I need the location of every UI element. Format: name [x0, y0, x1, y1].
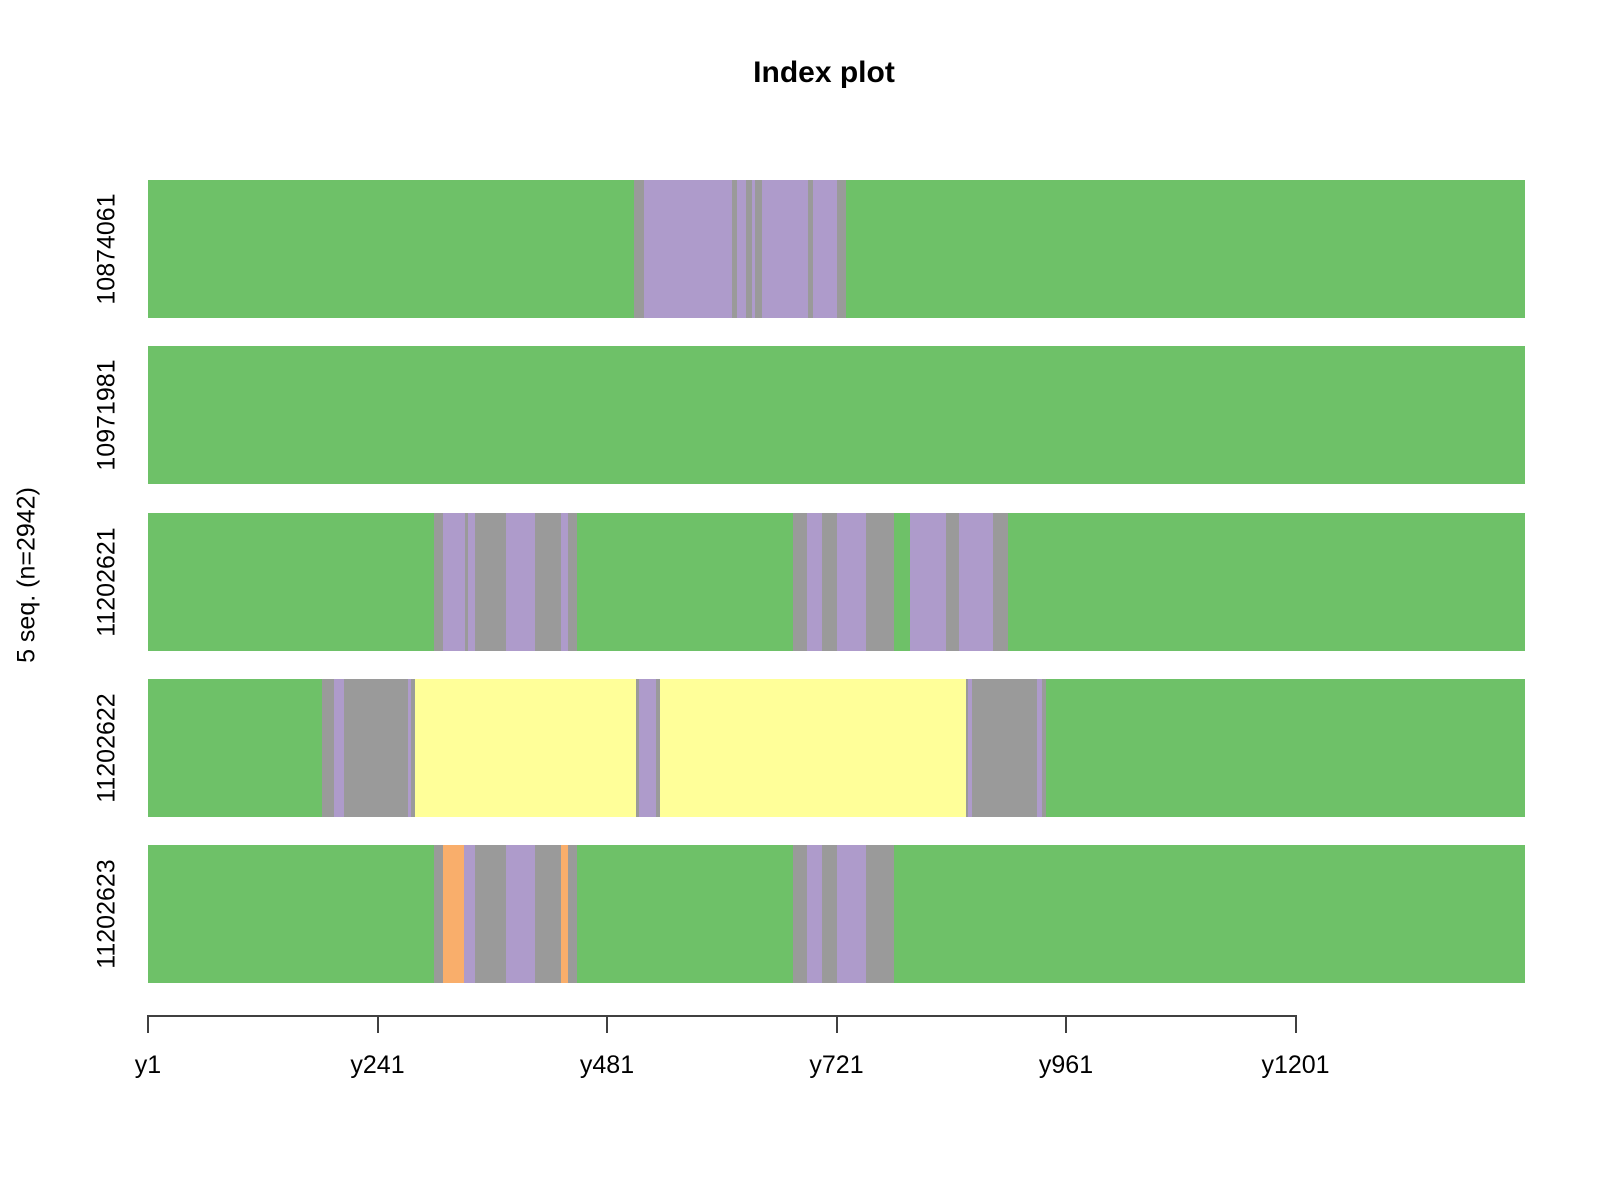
segment-purple [968, 679, 973, 817]
segment-gray [535, 513, 562, 651]
segment-gray [344, 679, 409, 817]
segment-purple [761, 180, 808, 318]
segment-purple [958, 513, 994, 651]
segment-gray [866, 845, 894, 983]
sequence-bar [148, 679, 1525, 817]
segment-gray [965, 679, 969, 817]
segment-green [148, 513, 434, 651]
segment-purple [644, 180, 733, 318]
segment-gray [793, 513, 807, 651]
sequence-row-label: 10874061 [92, 193, 121, 305]
segment-purple [561, 513, 568, 651]
segment-purple [836, 845, 867, 983]
segment-purple [505, 845, 536, 983]
segment-purple [333, 679, 345, 817]
segment-gray [822, 513, 837, 651]
segment-purple [1037, 679, 1043, 817]
segment-purple [806, 845, 823, 983]
segment-gray [745, 180, 753, 318]
sequence-bar [148, 513, 1525, 651]
segment-green [577, 513, 794, 651]
segment-yellow [659, 679, 966, 817]
segment-gray [410, 679, 415, 817]
segment-purple [442, 513, 465, 651]
segment-purple [408, 679, 411, 817]
x-axis-tick-label: y721 [809, 1051, 864, 1079]
x-axis-tick-label: y241 [350, 1051, 405, 1079]
segment-gray [655, 679, 660, 817]
sequence-bar [148, 180, 1525, 318]
sequence-row-label: 11202623 [92, 859, 121, 969]
segment-green [893, 513, 911, 651]
x-axis-tick [1065, 1015, 1067, 1033]
segment-purple [910, 513, 947, 651]
segment-gray [535, 845, 562, 983]
segment-green [893, 845, 1525, 983]
sequence-row-label: 10971981 [92, 359, 121, 471]
segment-purple [836, 513, 867, 651]
segment-gray [755, 180, 762, 318]
segment-gray [836, 180, 847, 318]
x-axis-tick-label: y481 [579, 1051, 635, 1079]
segment-gray [633, 180, 645, 318]
segment-gray [433, 845, 443, 983]
segment-gray [866, 513, 894, 651]
segment-purple [463, 845, 476, 983]
segment-green [1007, 513, 1525, 651]
chart-title: Index plot [753, 56, 895, 89]
segment-gray [732, 180, 738, 318]
segment-gray [822, 845, 837, 983]
x-axis-tick-label: y1 [134, 1051, 162, 1079]
segment-purple [812, 180, 837, 318]
segment-purple [752, 180, 756, 318]
segment-gray [993, 513, 1008, 651]
segment-green [148, 180, 634, 318]
segment-green [1045, 679, 1525, 817]
segment-gray [793, 845, 807, 983]
segment-green [577, 845, 794, 983]
segment-green [148, 845, 434, 983]
segment-gray [972, 679, 1038, 817]
segment-gray [567, 513, 578, 651]
segment-purple [505, 513, 536, 651]
segment-gray [807, 180, 813, 318]
segment-gray [433, 513, 443, 651]
segment-gray [464, 513, 469, 651]
segment-gray [322, 679, 334, 817]
segment-purple [737, 180, 746, 318]
segment-yellow [414, 679, 636, 817]
x-axis-tick [835, 1015, 838, 1033]
x-axis-tick [606, 1015, 608, 1033]
sequence-bar [148, 346, 1525, 484]
segment-gray [475, 845, 506, 983]
segment-purple [468, 513, 476, 651]
segment-gray [475, 513, 506, 651]
segment-gray [1042, 679, 1046, 817]
x-axis-line [148, 1015, 1296, 1017]
segment-gray [946, 513, 959, 651]
sequence-row-label: 11202622 [92, 693, 121, 803]
segment-green [148, 346, 1525, 484]
segment-green [148, 679, 323, 817]
segment-green [846, 180, 1525, 318]
segment-gray [635, 679, 639, 817]
x-axis-tick-label: y1201 [1261, 1051, 1330, 1079]
sequence-bar [148, 845, 1525, 983]
x-axis-tick [1294, 1015, 1297, 1033]
segment-orange [561, 845, 568, 983]
x-axis-tick [147, 1015, 149, 1033]
segment-purple [638, 679, 656, 817]
x-axis-tick-label: y961 [1038, 1051, 1094, 1079]
y-axis-label: 5 seq. (n=2942) [12, 487, 41, 663]
x-axis-tick [376, 1015, 379, 1033]
sequence-row-label: 11202621 [92, 527, 121, 637]
segment-purple [806, 513, 823, 651]
segment-gray [567, 845, 578, 983]
segment-orange [442, 845, 464, 983]
